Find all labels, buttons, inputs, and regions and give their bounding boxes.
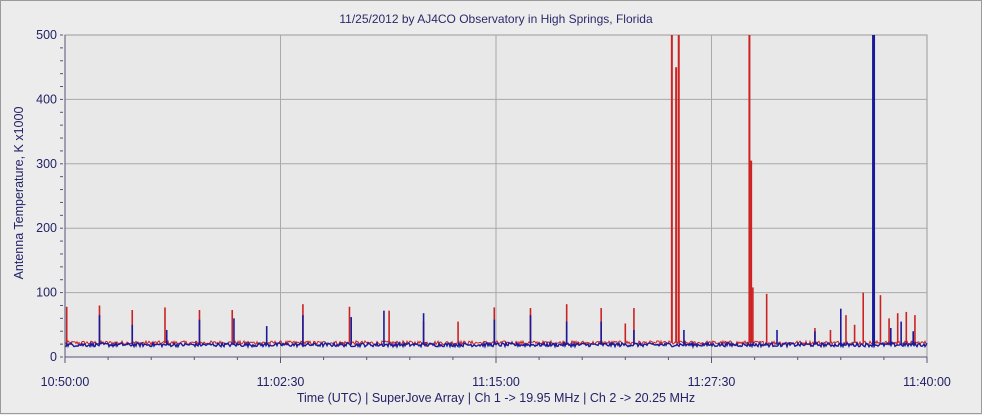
x-tick-label: 11:27:30 (688, 375, 736, 389)
x-tick-label: 11:40:00 (903, 375, 951, 389)
x-tick-label: 11:15:00 (472, 375, 520, 389)
chart-title: 11/25/2012 by AJ4CO Observatory in High … (339, 12, 653, 26)
y-tick-label: 400 (36, 92, 57, 106)
y-tick-label: 0 (50, 350, 57, 364)
y-tick-label: 500 (36, 28, 57, 42)
series-line-ch2 (64, 340, 928, 350)
y-tick-label: 100 (36, 286, 57, 300)
x-tick-label: 11:02:30 (257, 375, 305, 389)
y-tick-label: 300 (36, 157, 57, 171)
grid-lines (65, 35, 927, 357)
x-axis-label: Time (UTC) | SuperJove Array | Ch 1 -> 1… (297, 391, 695, 405)
series-layer (64, 35, 928, 350)
axes: 0 100 200 300 400 500 10:50:00 11:02:30 11:15:00… (36, 28, 951, 389)
y-axis-label: Antenna Temperature, K x1000 (12, 107, 26, 280)
y-tick-label: 200 (36, 221, 57, 235)
x-tick-label: 10:50:00 (41, 375, 90, 389)
